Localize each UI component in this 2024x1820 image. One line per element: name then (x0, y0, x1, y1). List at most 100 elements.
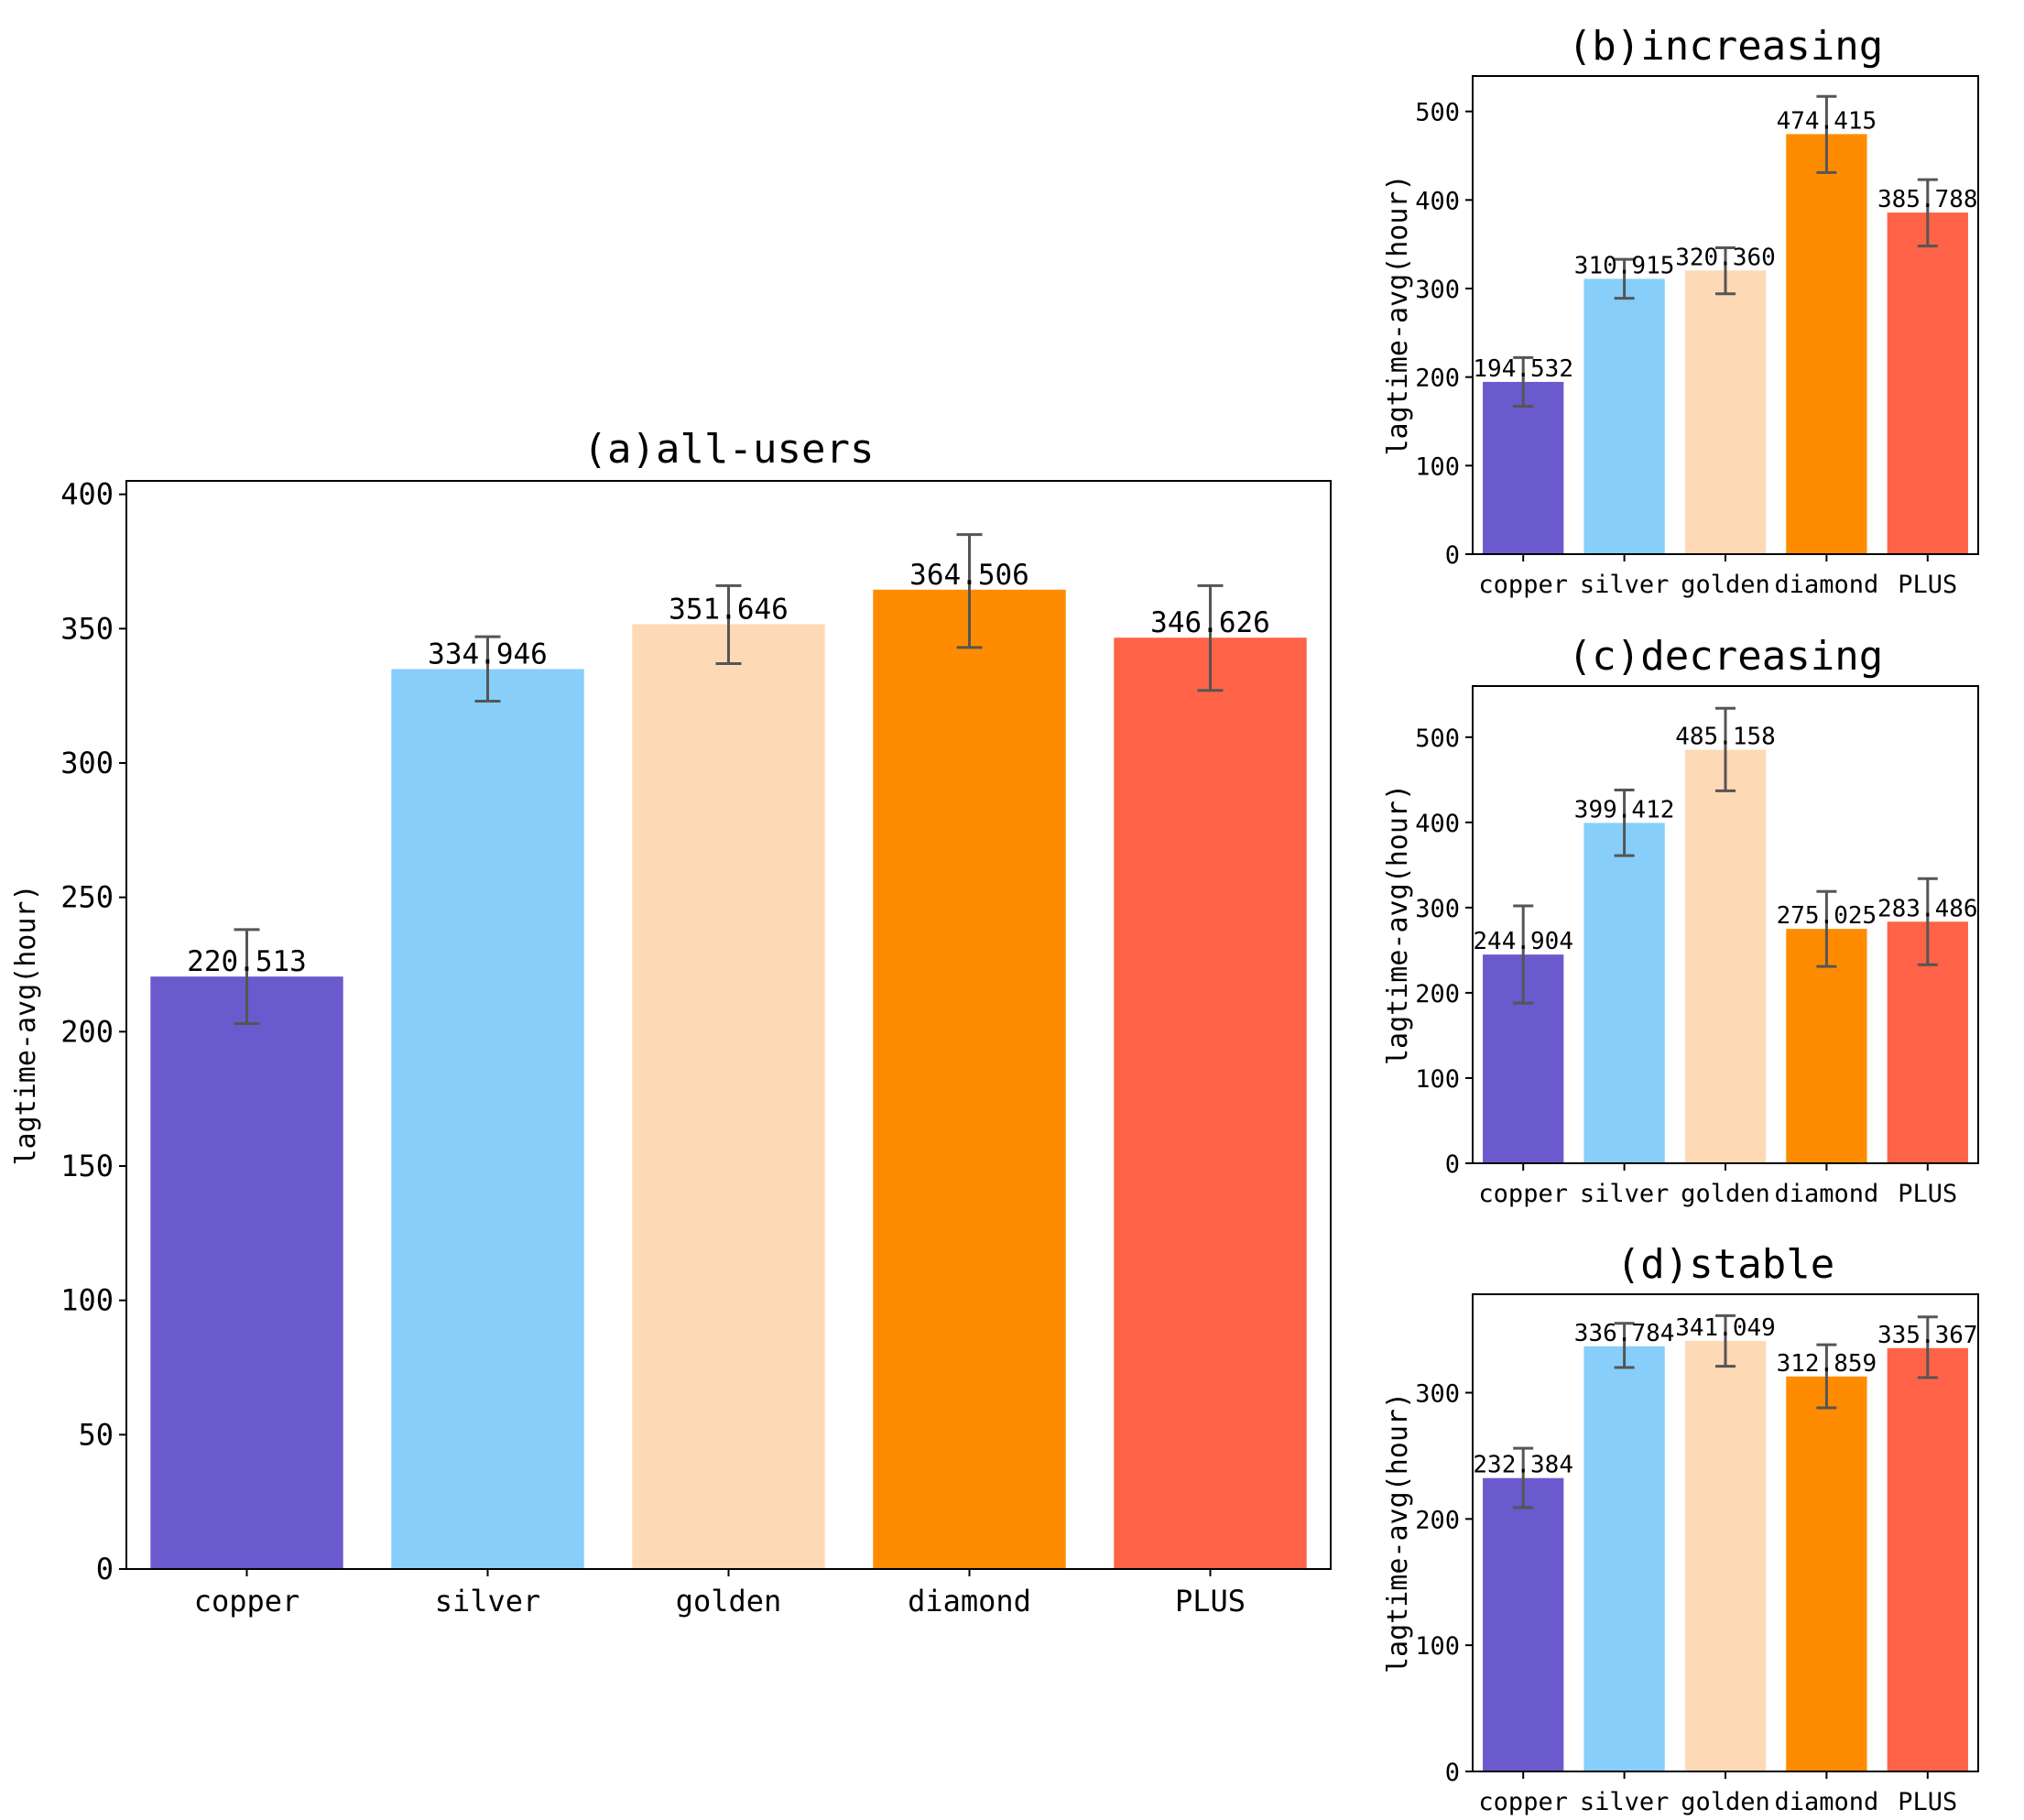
bar-silver[interactable] (391, 669, 584, 1569)
plot-frame (1472, 1293, 1979, 1772)
y-tick-label: 300 (1415, 276, 1460, 304)
chart-b: (b)increasing lagtime-avg(hour) 194.532 cop… (1382, 23, 1979, 599)
value-label: 335.367 (1877, 1322, 1978, 1349)
x-tick-label: copper (194, 1584, 300, 1618)
value-label: 275.025 (1777, 902, 1877, 930)
x-tick-label: diamond (1775, 1788, 1879, 1816)
value-label: 220.513 (187, 945, 307, 978)
x-tick-label: diamond (1775, 571, 1879, 599)
value-label: 312.859 (1777, 1350, 1877, 1378)
y-tick-label: 200 (60, 1014, 114, 1049)
value-label: 364.506 (909, 559, 1029, 592)
y-tick-label: 100 (1415, 1632, 1460, 1661)
y-tick-label: 350 (60, 611, 114, 646)
value-label: 336.784 (1574, 1320, 1675, 1347)
value-label: 341.049 (1675, 1314, 1776, 1342)
bar-golden[interactable] (1684, 749, 1767, 1163)
bar-copper[interactable] (150, 976, 343, 1569)
chart-a: (a)all-users lagtime-avg(hour) 220.513 copp… (10, 426, 1332, 1618)
value-label: 474.415 (1777, 107, 1877, 135)
chart-d: (d)stable lagtime-avg(hour) 232.384 copper 3… (1382, 1241, 1979, 1816)
value-label: 334.946 (428, 638, 548, 670)
x-tick-label: silver (1580, 1180, 1670, 1208)
x-tick-label: golden (676, 1584, 782, 1618)
x-tick-label: PLUS (1175, 1584, 1246, 1618)
bar-diamond[interactable] (1786, 929, 1867, 1163)
chart-title: (b)increasing (1568, 23, 1883, 70)
value-label: 244.904 (1473, 928, 1573, 955)
y-tick-label: 500 (1415, 99, 1460, 127)
value-label: 485.158 (1675, 724, 1776, 751)
plot-frame (1472, 685, 1979, 1164)
x-tick-label: golden (1681, 1180, 1770, 1208)
value-label: 283.486 (1877, 895, 1978, 922)
bar-silver[interactable] (1583, 823, 1665, 1163)
bar-PLUS[interactable] (1887, 1347, 1968, 1771)
y-tick-label: 50 (78, 1417, 114, 1452)
y-tick-label: 250 (60, 880, 114, 915)
x-tick-label: PLUS (1898, 1180, 1957, 1208)
value-label: 320.360 (1675, 244, 1776, 271)
y-tick-label: 200 (1415, 1506, 1460, 1534)
x-tick-label: copper (1478, 571, 1568, 599)
bar-diamond[interactable] (1786, 1376, 1867, 1771)
bar-golden[interactable] (1684, 270, 1767, 554)
value-label: 346.626 (1150, 606, 1270, 639)
y-axis-label: lagtime-avg(hour) (1382, 1392, 1414, 1673)
x-tick-label: PLUS (1898, 1788, 1957, 1816)
y-tick-label: 0 (1445, 541, 1460, 570)
y-tick-label: 100 (1415, 452, 1460, 481)
x-tick-label: diamond (908, 1584, 1031, 1618)
y-tick-label: 300 (1415, 1380, 1460, 1409)
bar-diamond[interactable] (873, 589, 1066, 1569)
y-tick-label: 100 (60, 1283, 114, 1318)
bar-golden[interactable] (632, 624, 825, 1569)
y-tick-label: 0 (1445, 1150, 1460, 1179)
x-tick-label: golden (1681, 571, 1770, 599)
x-tick-label: silver (1580, 571, 1670, 599)
y-tick-label: 100 (1415, 1065, 1460, 1094)
bar-diamond[interactable] (1786, 134, 1867, 554)
value-label: 232.384 (1473, 1452, 1573, 1479)
value-label: 351.646 (669, 594, 789, 627)
bar-copper[interactable] (1483, 1477, 1564, 1771)
x-tick-label: copper (1478, 1788, 1568, 1816)
bar-PLUS[interactable] (1114, 638, 1307, 1569)
y-tick-label: 400 (1415, 810, 1460, 838)
y-tick-label: 200 (1415, 365, 1460, 393)
chart-title: (a)all-users (583, 426, 875, 473)
y-tick-label: 400 (1415, 187, 1460, 215)
y-axis-label: lagtime-avg(hour) (1382, 174, 1414, 455)
y-axis-label: lagtime-avg(hour) (1382, 784, 1414, 1065)
y-tick-label: 200 (1415, 980, 1460, 1008)
x-tick-label: golden (1681, 1788, 1770, 1816)
y-tick-label: 0 (96, 1552, 114, 1586)
y-tick-label: 150 (60, 1149, 114, 1183)
y-tick-label: 0 (1445, 1759, 1460, 1787)
chart-title: (c)decreasing (1568, 633, 1883, 680)
y-tick-label: 500 (1415, 725, 1460, 753)
x-tick-label: copper (1478, 1180, 1568, 1208)
x-tick-label: silver (1580, 1788, 1670, 1816)
value-label: 385.788 (1877, 186, 1978, 213)
value-label: 194.532 (1473, 355, 1573, 383)
value-label: 310.915 (1574, 252, 1675, 279)
y-tick-label: 300 (1415, 895, 1460, 923)
bar-PLUS[interactable] (1887, 213, 1968, 554)
y-tick-label: 300 (60, 746, 114, 780)
bar-golden[interactable] (1684, 1340, 1767, 1771)
bar-copper[interactable] (1483, 381, 1564, 554)
chart-title: (d)stable (1616, 1241, 1834, 1288)
y-tick-label: 400 (60, 477, 114, 512)
plot-frame (1472, 75, 1979, 555)
bar-silver[interactable] (1583, 278, 1665, 554)
plot-frame (125, 480, 1332, 1570)
value-label: 399.412 (1574, 796, 1675, 823)
x-tick-label: diamond (1775, 1180, 1879, 1208)
x-tick-label: silver (435, 1584, 541, 1618)
chart-c: (c)decreasing lagtime-avg(hour) 244.904 cop… (1382, 633, 1979, 1208)
y-axis-label: lagtime-avg(hour) (10, 884, 42, 1165)
bar-silver[interactable] (1583, 1346, 1665, 1771)
x-tick-label: PLUS (1898, 571, 1957, 599)
